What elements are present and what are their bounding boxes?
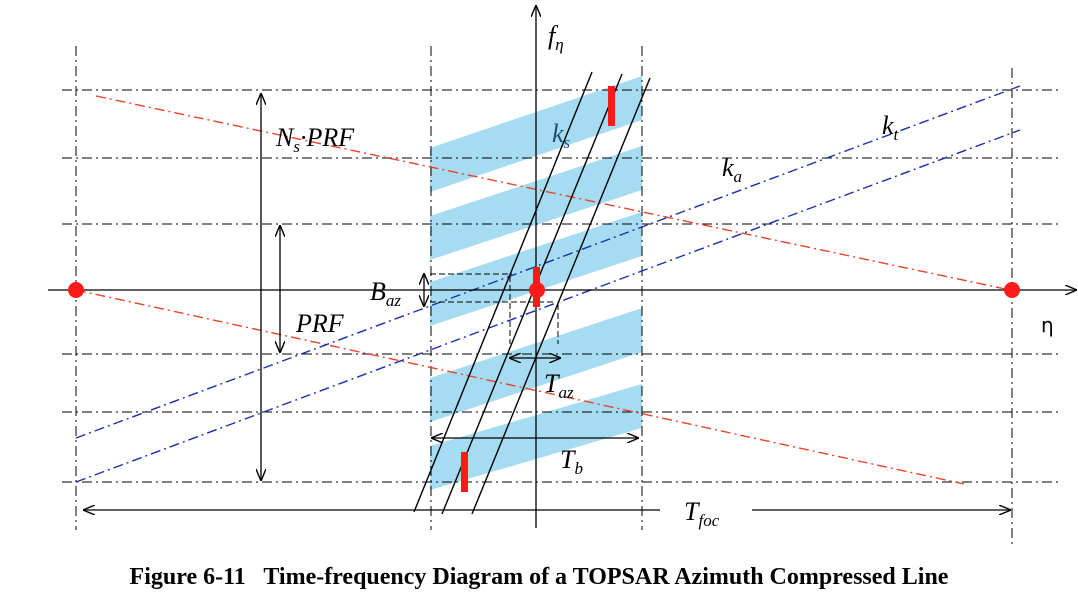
ka-lines	[75, 95, 1011, 485]
vertical-guides	[75, 46, 1013, 548]
kt-line-upper	[75, 85, 1021, 439]
tfoc-label: Tfoc	[684, 497, 720, 530]
eta-label: η	[1041, 313, 1054, 337]
prf-label: PRF	[295, 309, 345, 338]
lower-bar-marker	[461, 452, 468, 492]
tb-label: Tb	[560, 445, 583, 478]
dimension-arrows	[84, 94, 1010, 510]
ka-label: ka	[722, 153, 742, 186]
ka-line-lower	[75, 289, 965, 485]
center-bar-marker	[533, 267, 540, 307]
upper-bar-marker	[608, 86, 615, 126]
ns-prf-label: Ns·PRF	[275, 123, 355, 156]
baz-label: Baz	[370, 277, 401, 310]
taz-label: Taz	[544, 369, 574, 402]
ks-label: ks	[552, 119, 571, 152]
markers	[68, 86, 1020, 492]
ka-line-upper	[95, 95, 1011, 291]
kt-line-lower	[75, 129, 1021, 483]
kt-lines	[75, 85, 1021, 483]
left-focus-dot	[68, 282, 84, 298]
f-eta-label: fη	[548, 21, 564, 54]
right-focus-dot	[1004, 282, 1020, 298]
kt-label: kt	[882, 111, 900, 144]
horizontal-grid	[62, 89, 1062, 483]
figure-caption: Figure 6-11 Time-frequency Diagram of a …	[129, 564, 949, 590]
